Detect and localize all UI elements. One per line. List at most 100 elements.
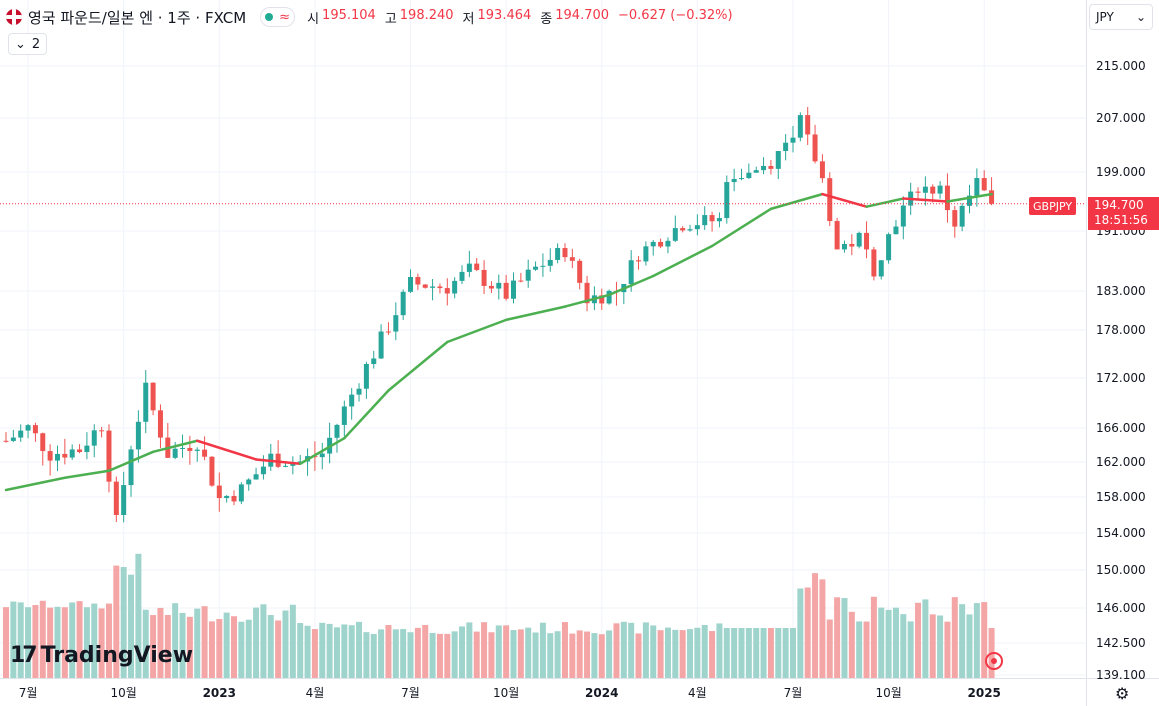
volume-bar xyxy=(716,623,723,678)
candle-body xyxy=(783,142,789,152)
candle-body xyxy=(194,449,200,451)
volume-bar xyxy=(378,629,385,678)
volume-bar xyxy=(848,611,855,678)
candle-body xyxy=(378,331,384,359)
indicators-toggle[interactable]: ⌄ 2 xyxy=(8,33,48,55)
candle-body xyxy=(702,215,708,226)
candle-body xyxy=(775,151,781,169)
volume-bar xyxy=(333,627,340,678)
symbol-title[interactable]: 영국 파운드/일본 엔 · 1주 · FXCM xyxy=(28,8,247,27)
volume-bar xyxy=(731,628,738,678)
time-tick-label: 4월 xyxy=(688,686,707,700)
tradingview-logo[interactable]: 17 TradingView xyxy=(10,643,193,668)
candle-body xyxy=(62,453,68,458)
ma-segment xyxy=(298,436,346,465)
candle-body xyxy=(812,134,818,162)
volume-bar xyxy=(326,623,333,678)
volume-bar xyxy=(620,621,627,678)
ma-segment xyxy=(607,274,655,297)
market-open-dot-icon xyxy=(265,13,274,21)
currency-label: JPY xyxy=(1096,10,1114,24)
candle-body xyxy=(437,286,443,289)
ma-segment xyxy=(446,318,508,344)
candle-body xyxy=(562,248,568,258)
chevron-down-icon: ⌄ xyxy=(1135,10,1146,24)
volume-bar xyxy=(363,632,370,678)
volume-bar xyxy=(517,629,524,678)
volume-bar xyxy=(488,632,495,678)
close-value: 194.700 xyxy=(555,7,610,23)
market-status-pill[interactable]: ≈ xyxy=(260,7,296,27)
volume-bar xyxy=(561,622,568,678)
price-tick-label: 158.000 xyxy=(1096,490,1146,504)
volume-bar xyxy=(723,628,730,678)
candle-body xyxy=(584,282,590,304)
high-value: 198.240 xyxy=(399,7,454,23)
candle-body xyxy=(135,421,141,450)
volume-bar xyxy=(422,624,429,678)
candle-body xyxy=(680,228,686,231)
candle-body xyxy=(636,260,642,262)
volume-bar xyxy=(628,622,635,678)
currency-selector[interactable]: JPY ⌄ xyxy=(1089,4,1153,30)
candle-body xyxy=(937,185,943,194)
candle-body xyxy=(974,178,980,196)
time-axis[interactable]: 7월 10월 2023 4월 7월 10월 2024 4월 7월 10월 2025 xyxy=(19,686,1001,700)
candle-body xyxy=(341,406,347,425)
candle-body xyxy=(180,447,186,449)
price-tick-label: 146.000 xyxy=(1096,601,1146,615)
ma-segment xyxy=(865,197,905,208)
ma-segment xyxy=(710,207,773,248)
volume-bar xyxy=(937,615,944,678)
candle-body xyxy=(731,178,737,183)
record-icon[interactable] xyxy=(985,652,1003,670)
volume-bar xyxy=(400,629,407,678)
time-tick-label: 10월 xyxy=(111,686,137,700)
candle-body xyxy=(224,495,230,499)
volume-bar xyxy=(69,602,76,678)
price-tick-label: 178.000 xyxy=(1096,323,1146,337)
open-key: 시 xyxy=(307,11,320,27)
candle-body xyxy=(77,449,83,453)
candle-body xyxy=(216,485,222,499)
candle-body xyxy=(819,161,825,179)
volume-bar xyxy=(216,619,223,678)
candle-body xyxy=(665,240,671,247)
candle-body xyxy=(959,205,965,227)
candle-body xyxy=(878,260,884,277)
candle-body xyxy=(540,265,546,267)
candle-body xyxy=(150,382,156,411)
ma-segment xyxy=(651,244,714,278)
candle-body xyxy=(459,271,465,281)
volume-bar xyxy=(25,607,32,678)
time-tick-label: 2025 xyxy=(968,686,1001,700)
volume-bar xyxy=(142,609,149,678)
volume-bar xyxy=(407,632,414,678)
volume-bar xyxy=(870,596,877,678)
wave-icon: ≈ xyxy=(279,9,291,25)
close-key: 종 xyxy=(540,11,553,27)
volume-bar xyxy=(444,633,451,678)
ma-segment xyxy=(63,469,111,479)
indicator-count: 2 xyxy=(31,36,41,52)
price-tick-label: 215.000 xyxy=(1096,59,1146,73)
volume-bar xyxy=(797,588,804,678)
chevron-down-icon: ⌄ xyxy=(15,36,26,52)
candle-body xyxy=(209,456,215,486)
low-value: 193.464 xyxy=(477,7,532,23)
volume-bar xyxy=(922,599,929,678)
candle-body xyxy=(643,246,649,262)
gear-icon[interactable]: ⚙ xyxy=(1115,684,1130,703)
volume-bar xyxy=(304,625,311,678)
open-value: 195.104 xyxy=(322,7,376,23)
volume-bar xyxy=(532,632,539,678)
candle-body xyxy=(297,461,303,463)
volume-bar xyxy=(900,614,907,678)
volume-bar xyxy=(3,607,9,678)
time-tick-label: 4월 xyxy=(306,686,325,700)
volume-bars xyxy=(3,553,995,678)
last-price: 194.700 xyxy=(1094,198,1144,212)
candle-body xyxy=(569,257,575,261)
price-axis[interactable]: 215.000207.000199.000191.000183.000178.0… xyxy=(1096,59,1146,682)
